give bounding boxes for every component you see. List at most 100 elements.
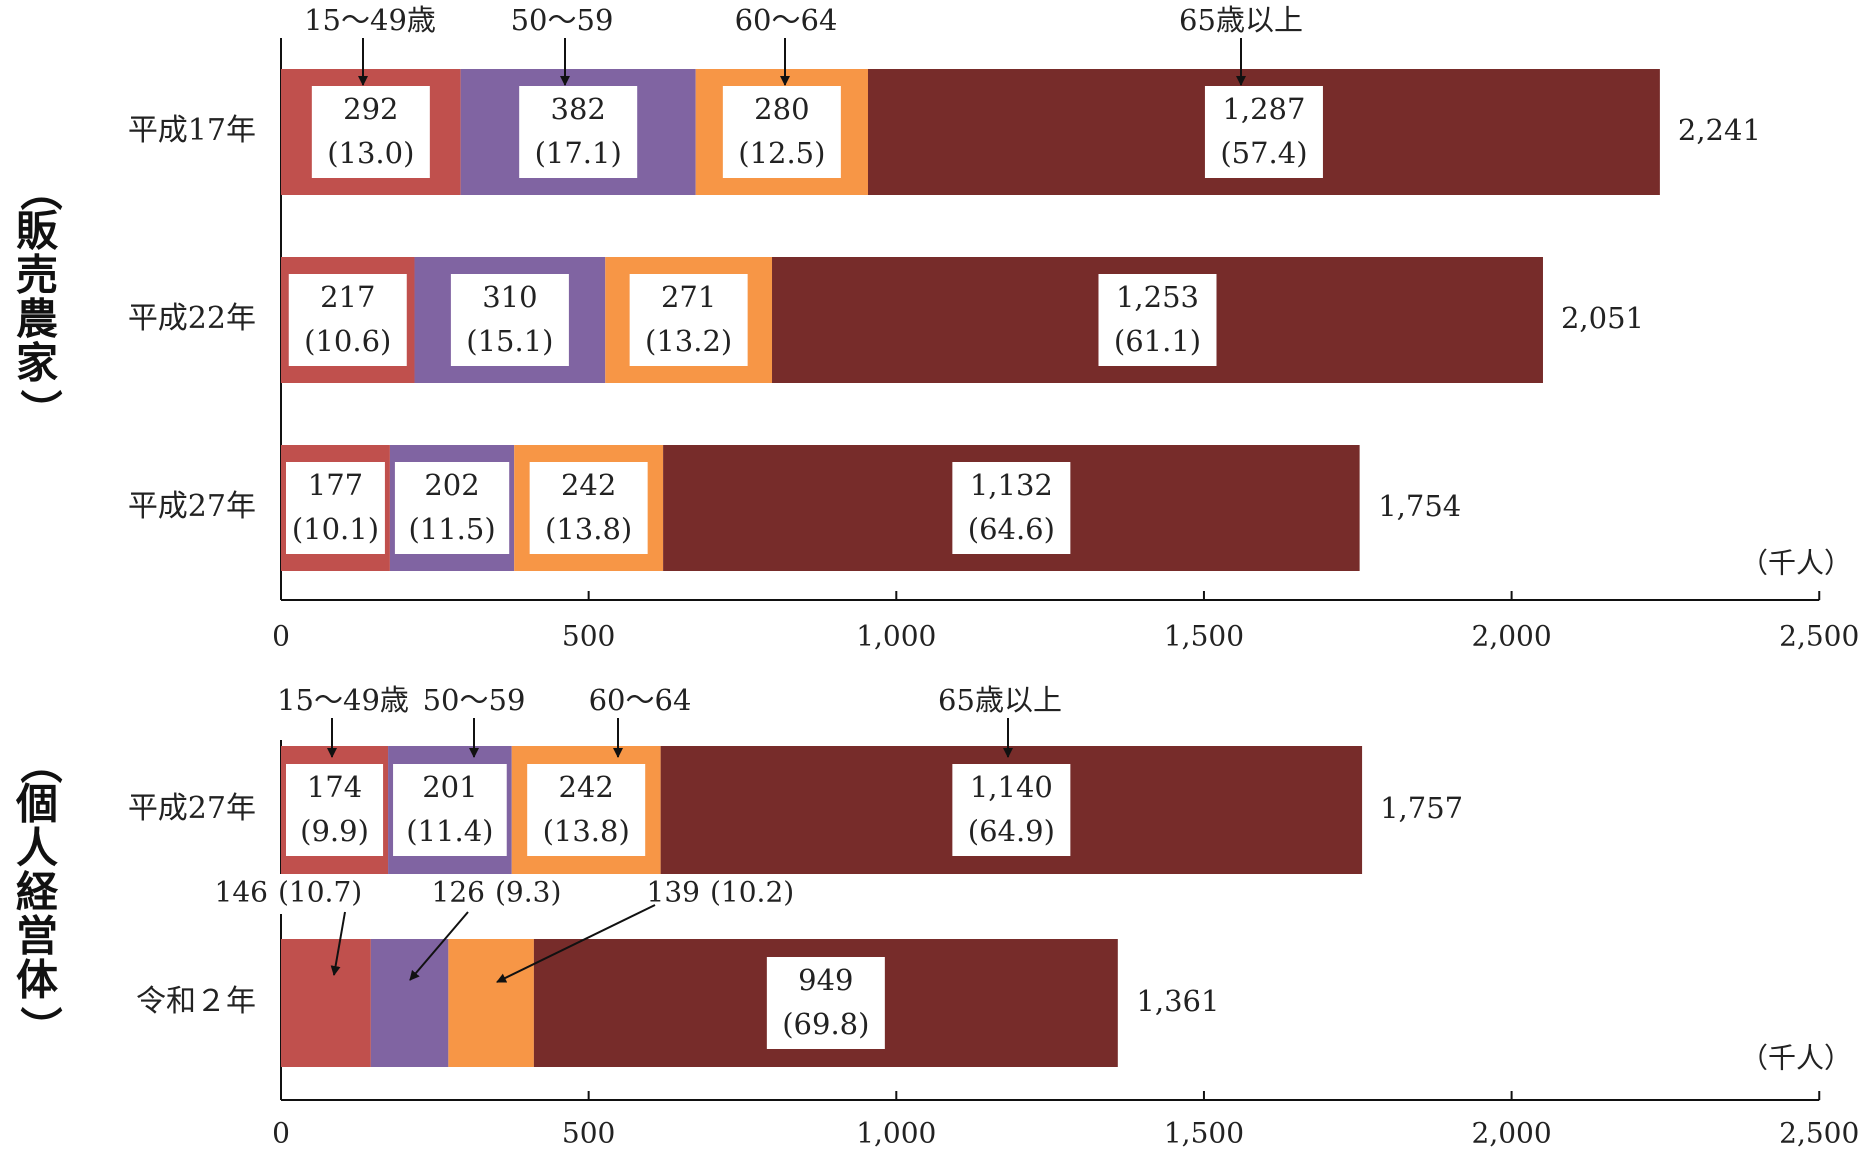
value-label-box xyxy=(722,86,841,178)
category-label: 平成17年 xyxy=(128,113,256,148)
group-label-char: ） xyxy=(16,1006,65,1048)
x-tick-label: 2,000 xyxy=(1472,1117,1552,1150)
value-label-box xyxy=(952,462,1071,554)
group-label-char: 営 xyxy=(16,912,58,961)
external-share-label: (9.3) xyxy=(495,876,561,909)
x-tick-label: 1,500 xyxy=(1164,1117,1244,1150)
share-label: (13.2) xyxy=(645,324,732,358)
total-label: 2,241 xyxy=(1678,113,1761,147)
series-callout-label: 60～64 xyxy=(735,3,838,37)
x-tick-label: 0 xyxy=(272,1117,290,1150)
share-label: (11.4) xyxy=(406,814,493,848)
category-label: 平成27年 xyxy=(128,791,256,826)
share-label: (11.5) xyxy=(408,512,495,546)
value-label-box xyxy=(1098,274,1217,366)
value-label: 271 xyxy=(661,280,716,314)
share-label: (64.6) xyxy=(968,512,1055,546)
external-value-label: 126 xyxy=(432,876,485,909)
group-label-char: ） xyxy=(16,389,65,431)
value-label-box xyxy=(952,764,1071,856)
value-label: 242 xyxy=(561,468,616,502)
external-value-label: 146 xyxy=(215,876,268,909)
value-label-box xyxy=(288,274,407,366)
share-label: (15.1) xyxy=(466,324,553,358)
group-label-char: 経 xyxy=(16,868,59,917)
external-arrow xyxy=(409,911,469,981)
share-label: (61.1) xyxy=(1114,324,1201,358)
value-label: 217 xyxy=(320,280,375,314)
x-tick-label: 1,500 xyxy=(1164,620,1244,653)
x-tick-label: 1,000 xyxy=(856,1117,936,1150)
x-tick-label: 2,500 xyxy=(1779,620,1859,653)
bar-segment xyxy=(281,939,371,1067)
x-tick-label: 1,000 xyxy=(856,620,936,653)
series-callout-label: 60～64 xyxy=(589,683,692,717)
group-label-char: 家 xyxy=(16,339,58,388)
value-label-box xyxy=(450,274,569,366)
value-label: 280 xyxy=(754,92,809,126)
x-tick-label: 2,500 xyxy=(1779,1117,1859,1150)
x-tick-label: 500 xyxy=(562,620,615,653)
share-label: (13.8) xyxy=(543,814,630,848)
total-label: 1,757 xyxy=(1380,791,1463,825)
share-label: (17.1) xyxy=(535,136,622,170)
value-label: 174 xyxy=(307,770,362,804)
value-label-box xyxy=(629,274,748,366)
x-tick-label: 0 xyxy=(272,620,290,653)
value-label: 310 xyxy=(482,280,537,314)
value-label: 949 xyxy=(798,963,853,997)
share-label: (13.0) xyxy=(327,136,414,170)
value-label-box xyxy=(766,957,885,1049)
share-label: (9.9) xyxy=(300,814,369,848)
value-label-box xyxy=(286,462,385,554)
share-label: (64.9) xyxy=(968,814,1055,848)
external-arrow xyxy=(330,911,346,976)
value-label: 177 xyxy=(308,468,363,502)
series-callout-label: 15～49歳 xyxy=(304,3,436,37)
bar-segment xyxy=(448,939,534,1067)
value-label-box xyxy=(393,764,507,856)
group-label-char: 個 xyxy=(15,780,58,829)
series-callout-label: 50～59 xyxy=(423,683,526,717)
value-label: 292 xyxy=(343,92,398,126)
value-label-box xyxy=(394,462,510,554)
unit-label: （千人） xyxy=(1740,1042,1852,1075)
external-share-label: (10.7) xyxy=(278,876,362,909)
external-arrow xyxy=(496,904,656,983)
value-label: 382 xyxy=(551,92,606,126)
group-label-char: （ xyxy=(16,742,65,784)
x-tick-label: 2,000 xyxy=(1472,620,1552,653)
series-callout-label: 15～49歳 xyxy=(277,683,409,717)
share-label: (57.4) xyxy=(1220,136,1307,170)
value-label: 242 xyxy=(559,770,614,804)
group-label-char: 売 xyxy=(16,251,58,300)
total-label: 1,754 xyxy=(1378,489,1461,523)
value-label-box xyxy=(286,764,384,856)
value-label-box xyxy=(1204,86,1323,178)
value-label-box xyxy=(529,462,648,554)
value-label: 1,287 xyxy=(1222,92,1305,126)
value-label-box xyxy=(311,86,430,178)
external-label-box xyxy=(628,874,858,914)
value-label: 201 xyxy=(422,770,477,804)
series-callout-label: 65歳以上 xyxy=(1179,3,1303,37)
group-label-char: （ xyxy=(16,169,65,211)
external-share-label: (10.2) xyxy=(710,876,794,909)
x-tick-label: 500 xyxy=(562,1117,615,1150)
group-label-char: 人 xyxy=(16,824,58,873)
value-label: 1,132 xyxy=(970,468,1053,502)
value-label: 202 xyxy=(424,468,479,502)
value-label-box xyxy=(519,86,638,178)
external-label-box xyxy=(413,874,643,914)
value-label: 1,253 xyxy=(1116,280,1199,314)
unit-label: （千人） xyxy=(1740,547,1852,580)
group-label-char: 販 xyxy=(16,207,59,256)
category-label: 平成27年 xyxy=(128,489,256,524)
share-label: (69.8) xyxy=(782,1007,869,1041)
share-label: (12.5) xyxy=(738,136,825,170)
category-label: 令和２年 xyxy=(136,984,256,1019)
share-label: (10.6) xyxy=(304,324,391,358)
category-label: 平成22年 xyxy=(128,301,256,336)
group-label-char: 体 xyxy=(16,956,58,1005)
